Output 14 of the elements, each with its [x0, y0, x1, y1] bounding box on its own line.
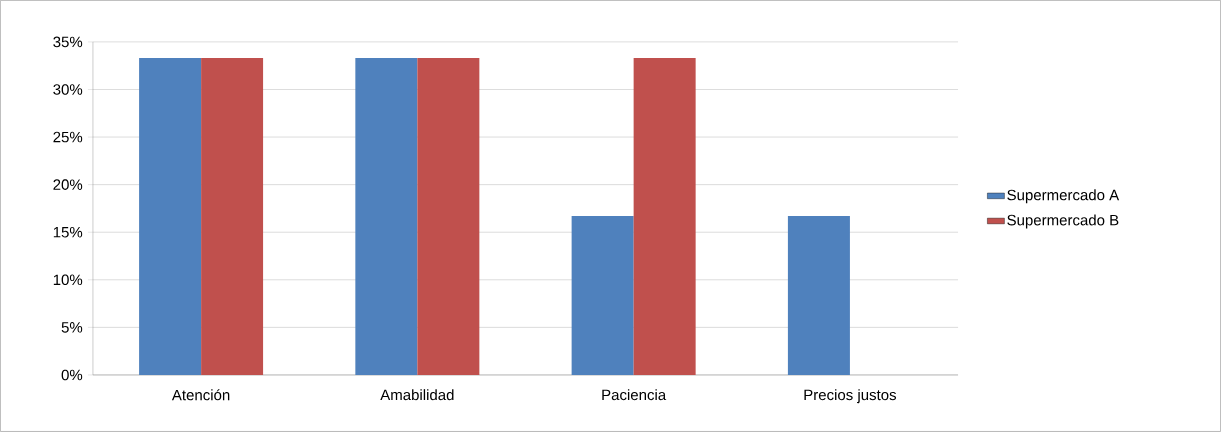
y-tick-label: 0% [61, 369, 83, 381]
x-tick-label: Atención [171, 389, 230, 401]
y-tick-label: 10% [53, 274, 83, 286]
y-tick-label: 30% [53, 84, 83, 95]
y-tick-label: 35% [53, 36, 83, 48]
x-tick-label: Paciencia [602, 389, 667, 401]
y-tick-label: 20% [53, 179, 83, 191]
legend-label: Supermercado A [1007, 189, 1120, 204]
y-tick-label: 15% [53, 227, 83, 238]
y-tick-label: 25% [53, 131, 83, 143]
legend-label: Supermercado B [1007, 214, 1119, 229]
x-tick-label: Precios justos [804, 389, 897, 404]
y-tick-label: 5% [61, 322, 83, 333]
x-tick-label: Amabilidad [380, 389, 454, 401]
